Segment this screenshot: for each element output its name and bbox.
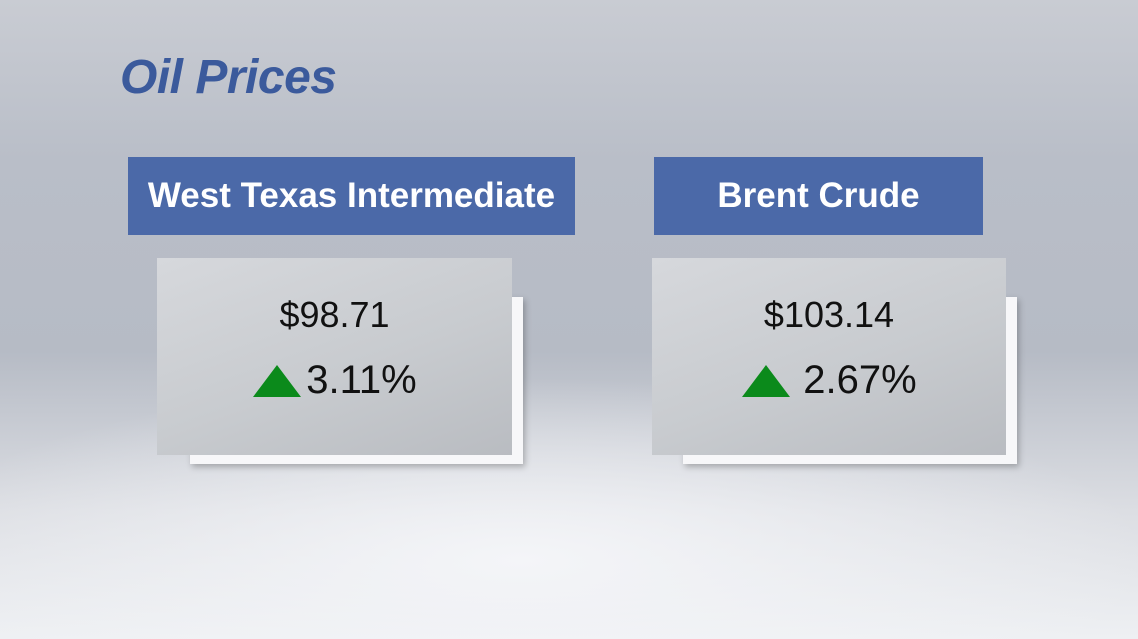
price-card: $98.71 3.11% bbox=[157, 258, 512, 455]
change-row: 3.11% bbox=[157, 358, 512, 403]
price: $98.71 bbox=[279, 294, 390, 335]
change: 2.67% bbox=[803, 358, 917, 402]
change: 3.11% bbox=[306, 358, 417, 402]
price: $103.14 bbox=[763, 294, 895, 335]
card-header: West Texas Intermediate bbox=[128, 157, 575, 235]
up-arrow bbox=[253, 364, 302, 397]
up-arrow bbox=[742, 364, 791, 397]
price-card: $103.14 2.67% bbox=[652, 258, 1006, 455]
change-row: 2.67% bbox=[652, 358, 1006, 403]
card-header: Brent Crude bbox=[654, 157, 983, 235]
title: Oil Prices bbox=[120, 51, 337, 104]
